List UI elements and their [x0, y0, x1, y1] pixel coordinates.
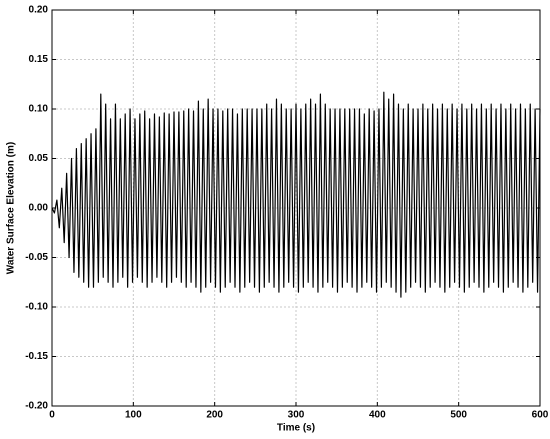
x-tick-label: 200: [206, 410, 223, 421]
y-tick-label: 0.15: [29, 54, 49, 65]
y-tick-label: 0.05: [29, 153, 49, 164]
data-line: [51, 91, 541, 298]
y-tick-label: 0.10: [29, 104, 49, 115]
x-tick-label: 600: [532, 410, 549, 421]
y-tick-label: 0.00: [29, 203, 49, 214]
x-tick-label: 100: [125, 410, 142, 421]
x-tick-label: 300: [288, 410, 305, 421]
x-tick-label: 400: [369, 410, 386, 421]
y-tick-label: 0.20: [29, 5, 49, 16]
plot-frame: [51, 9, 541, 407]
x-tick-label: 0: [49, 410, 55, 421]
y-tick-label: -0.10: [25, 302, 48, 313]
x-tick-label: 500: [450, 410, 467, 421]
y-tick-label: -0.05: [25, 252, 48, 263]
y-tick-label: -0.20: [25, 401, 48, 412]
x-axis-label: Time (s): [277, 423, 315, 434]
y-tick-label: -0.15: [25, 351, 48, 362]
y-axis-label: Water Surface Elevation (m): [6, 142, 17, 274]
